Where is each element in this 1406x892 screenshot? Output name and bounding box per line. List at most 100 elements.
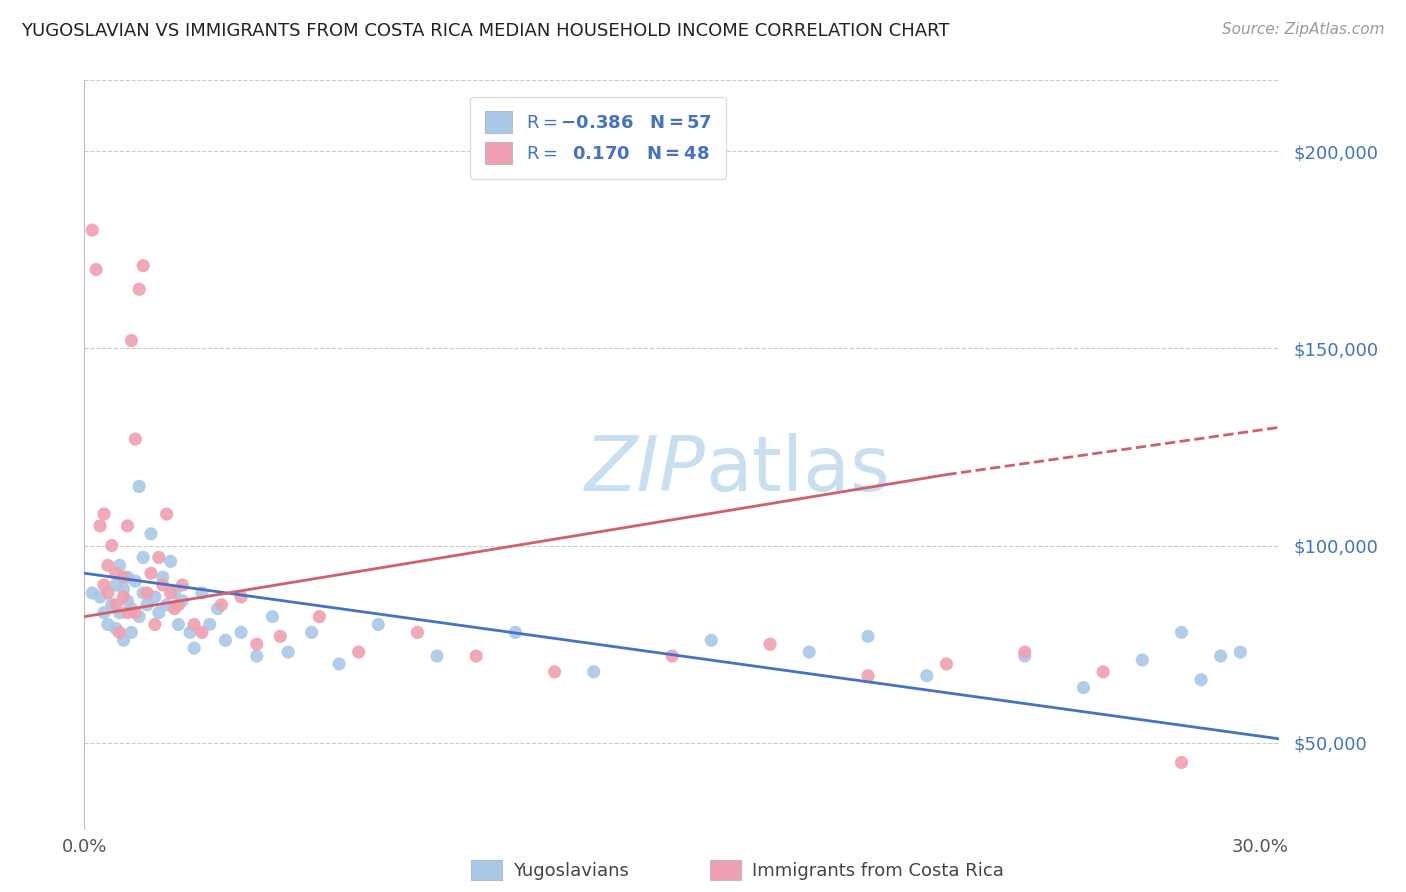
Point: [82, 223, 104, 237]
Point: [1170, 756, 1192, 770]
Point: [262, 609, 284, 624]
Point: [328, 657, 350, 671]
Legend: $\mathregular{R = }$$\mathbf{-0.386}$   $\mathbf{N = 57}$, $\mathregular{R =\ \ : $\mathregular{R = }$$\mathbf{-0.386}$ $\…: [470, 97, 727, 178]
Point: [132, 259, 155, 273]
Point: [128, 609, 150, 624]
Point: [1229, 645, 1251, 659]
Point: [426, 648, 449, 663]
Point: [156, 598, 179, 612]
Point: [856, 629, 879, 643]
Point: [159, 586, 181, 600]
Point: [1170, 625, 1192, 640]
Point: [124, 432, 146, 446]
Point: [120, 334, 142, 348]
Point: [191, 586, 214, 600]
Point: [167, 598, 190, 612]
Point: [163, 586, 186, 600]
Point: [167, 617, 190, 632]
Point: [207, 601, 229, 615]
Point: [97, 586, 120, 600]
Point: [211, 598, 233, 612]
Point: [406, 625, 429, 640]
Point: [214, 633, 236, 648]
Point: [582, 665, 605, 679]
Point: [108, 606, 131, 620]
Point: [112, 590, 135, 604]
Point: [89, 590, 111, 604]
Point: [183, 617, 205, 632]
Point: [856, 669, 879, 683]
Point: [246, 648, 269, 663]
Point: [505, 625, 527, 640]
Point: [183, 641, 205, 656]
Point: [191, 625, 214, 640]
Point: [108, 558, 131, 573]
Point: [104, 578, 127, 592]
Point: [156, 507, 179, 521]
Point: [132, 586, 155, 600]
Point: [465, 648, 488, 663]
Point: [1092, 665, 1115, 679]
Point: [104, 566, 127, 581]
Point: [1189, 673, 1212, 687]
Point: [179, 625, 201, 640]
Point: [543, 665, 565, 679]
Point: [347, 645, 370, 659]
Point: [112, 633, 135, 648]
Point: [152, 578, 174, 592]
Point: [82, 586, 104, 600]
Text: Yugoslavians: Yugoslavians: [513, 862, 628, 880]
Point: [163, 601, 186, 615]
Point: [172, 594, 194, 608]
Point: [128, 282, 150, 296]
Point: [935, 657, 957, 671]
Point: [124, 606, 146, 620]
Point: [117, 606, 139, 620]
Point: [1073, 681, 1095, 695]
Point: [136, 586, 159, 600]
Point: [120, 625, 142, 640]
Point: [159, 554, 181, 568]
Point: [143, 590, 166, 604]
Point: [143, 617, 166, 632]
Point: [367, 617, 389, 632]
Point: [172, 578, 194, 592]
Text: ZIP: ZIP: [585, 433, 706, 507]
Point: [93, 606, 115, 620]
Point: [1130, 653, 1153, 667]
Point: [700, 633, 723, 648]
Point: [104, 622, 127, 636]
Point: [104, 598, 127, 612]
Point: [101, 598, 124, 612]
Point: [93, 578, 115, 592]
Point: [246, 637, 269, 651]
Point: [120, 601, 142, 615]
Point: [117, 594, 139, 608]
Text: Immigrants from Costa Rica: Immigrants from Costa Rica: [752, 862, 1004, 880]
Point: [277, 645, 299, 659]
Point: [139, 526, 162, 541]
Point: [117, 570, 139, 584]
Point: [1014, 648, 1036, 663]
Point: [136, 598, 159, 612]
Point: [89, 519, 111, 533]
Point: [308, 609, 330, 624]
Point: [661, 648, 683, 663]
Point: [148, 550, 170, 565]
Point: [132, 550, 155, 565]
Point: [915, 669, 938, 683]
Point: [139, 566, 162, 581]
Point: [148, 606, 170, 620]
Text: YUGOSLAVIAN VS IMMIGRANTS FROM COSTA RICA MEDIAN HOUSEHOLD INCOME CORRELATION CH: YUGOSLAVIAN VS IMMIGRANTS FROM COSTA RIC…: [21, 22, 949, 40]
Point: [124, 574, 146, 588]
Text: atlas: atlas: [706, 433, 890, 507]
Point: [108, 625, 131, 640]
Point: [84, 262, 107, 277]
Point: [97, 558, 120, 573]
Point: [759, 637, 782, 651]
Point: [301, 625, 323, 640]
Point: [799, 645, 821, 659]
Point: [128, 479, 150, 493]
Point: [101, 539, 124, 553]
Point: [152, 570, 174, 584]
